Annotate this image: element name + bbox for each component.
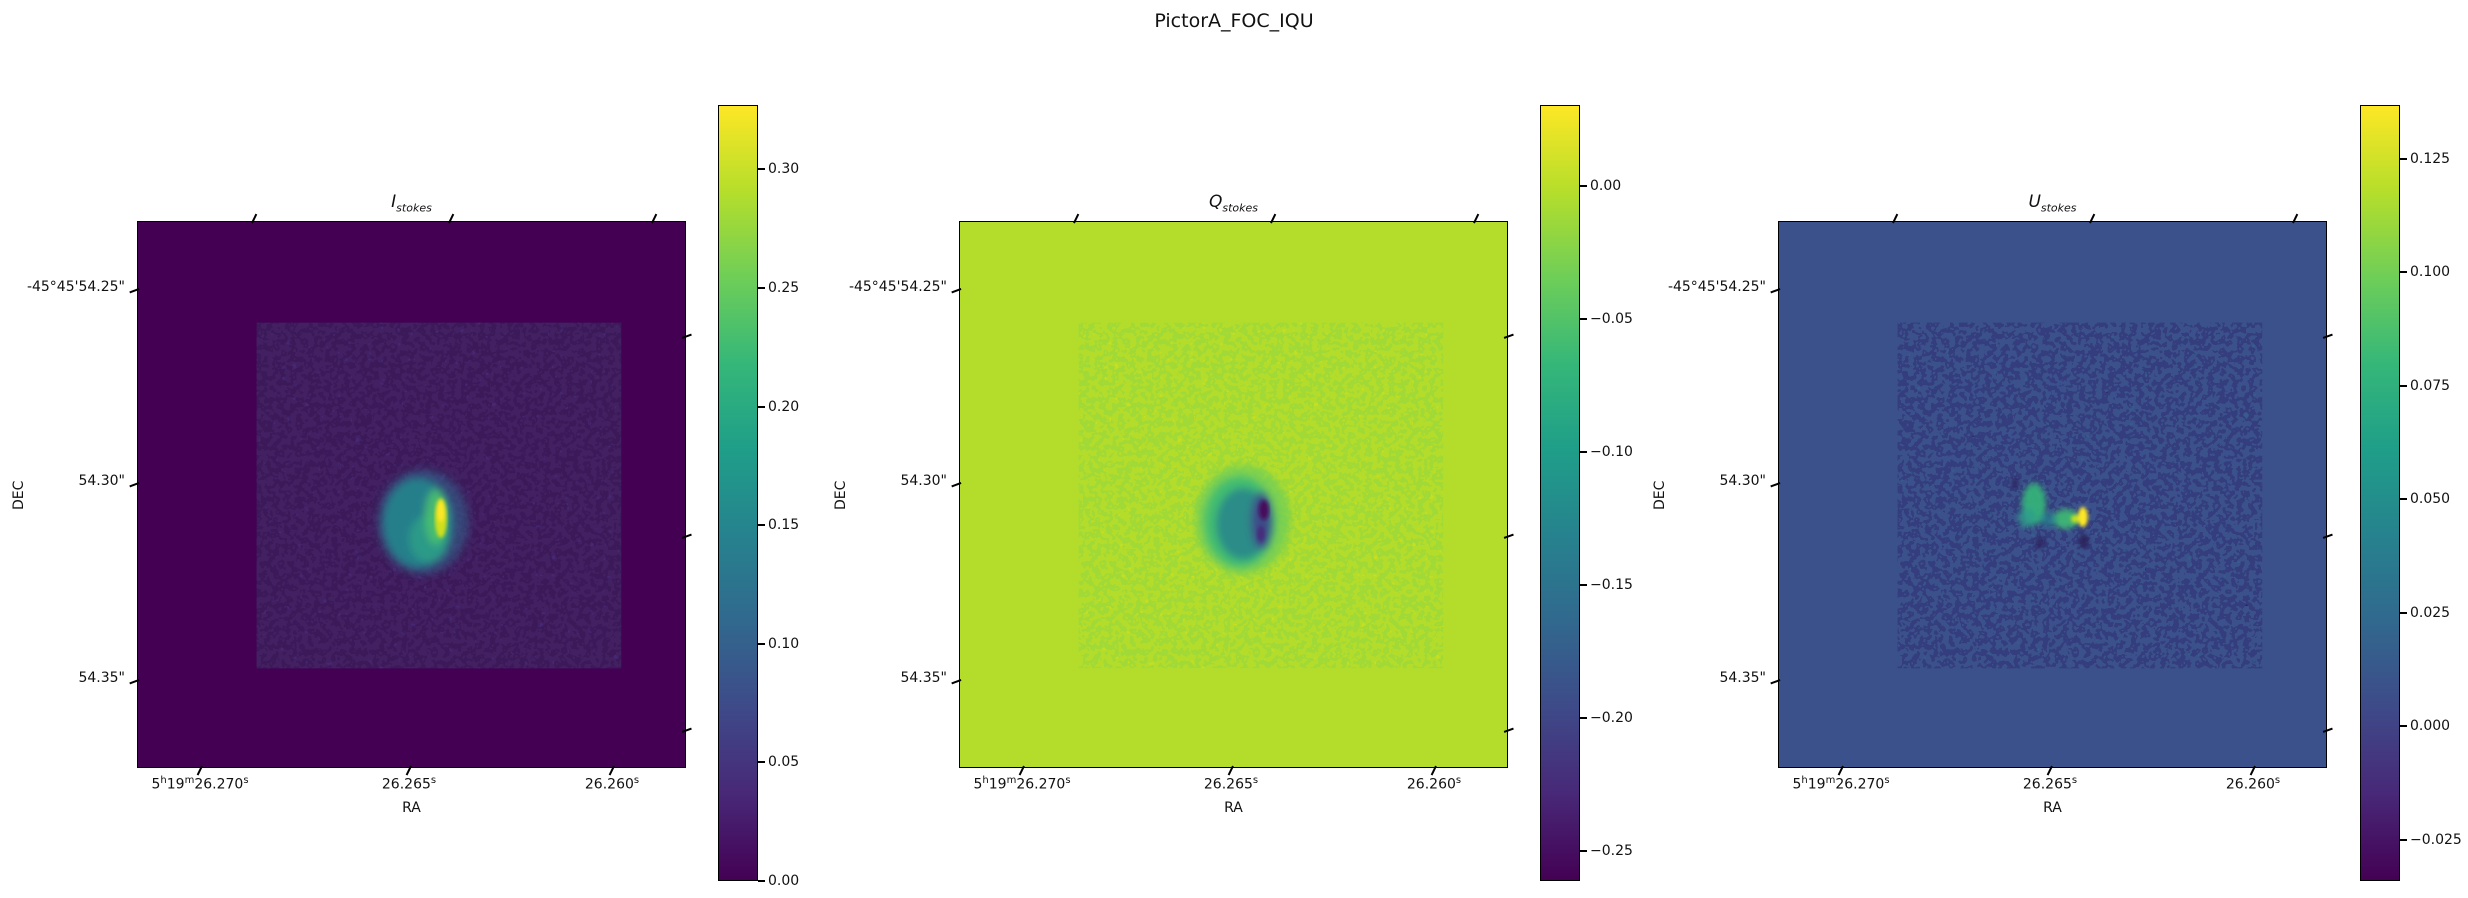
ra-tick-label: 26.260s <box>1406 775 1462 793</box>
i-stokes-heatmap <box>138 222 685 767</box>
axis-tick-mark <box>608 765 615 776</box>
colorbar-gradient <box>2360 105 2400 881</box>
dec-tick-label: -45°45'54.25" <box>26 279 125 295</box>
colorbar-tick-mark <box>2400 498 2407 500</box>
colorbar-gradient <box>1540 105 1580 881</box>
colorbar-tick-label: 0.10 <box>768 636 800 652</box>
colorbar-u-stokes: 0.125 0.100 0.075 0.050 0.025 0.000 −0.025 <box>2360 0 2468 898</box>
figure-title: PictorA_FOC_IQU <box>1154 10 1314 32</box>
colorbar-tick-mark <box>758 406 765 408</box>
i-stokes-image <box>129 213 692 776</box>
colorbar-tick-mark <box>2400 839 2407 841</box>
subplot-title-i: Istokes <box>137 192 686 214</box>
ra-tick-label: 5h19m26.270s <box>973 775 1071 793</box>
q-stokes-heatmap <box>960 222 1507 767</box>
subplot-u-stokes: Ustokes DEC -45°45'54.25" 54.30" 54.35" <box>1652 0 2333 898</box>
colorbar-tick-mark <box>2400 612 2407 614</box>
u-stokes-image <box>1770 213 2333 776</box>
colorbar-tick-mark <box>1580 584 1587 586</box>
colorbar-tick-label: 0.075 <box>2410 378 2451 394</box>
dec-axis-label: DEC <box>11 480 27 510</box>
colorbar-tick-mark <box>2400 725 2407 727</box>
ra-axis-label: RA <box>1224 800 1243 816</box>
colorbar-tick-label: −0.05 <box>1590 311 1633 327</box>
colorbar-tick-label: 0.00 <box>1590 178 1622 194</box>
subplot-i-stokes: Istokes DEC -45°45'54.25" 54.30" 54.35" <box>11 0 692 898</box>
colorbar-tick-label: 0.050 <box>2410 491 2451 507</box>
colorbar-tick-label: 0.125 <box>2410 151 2451 167</box>
colorbar-tick-mark <box>758 761 765 763</box>
subplot-title-q: Qstokes <box>959 192 1508 214</box>
colorbar-gradient <box>718 105 758 881</box>
colorbar-tick-mark <box>2400 385 2407 387</box>
colorbar-tick-mark <box>1580 717 1587 719</box>
axis-tick-mark <box>1837 765 1844 776</box>
dec-tick-label: -45°45'54.25" <box>1667 279 1766 295</box>
colorbar-tick-mark <box>758 168 765 170</box>
axis-tick-mark <box>1018 765 1025 776</box>
ra-tick-label: 26.265s <box>2022 775 2078 793</box>
dec-tick-label: 54.35" <box>1719 670 1766 686</box>
colorbar-i-stokes: 0.30 0.25 0.20 0.15 0.10 0.05 0.00 <box>718 0 838 898</box>
dec-tick-label: -45°45'54.25" <box>848 279 947 295</box>
colorbar-tick-mark <box>1580 451 1587 453</box>
subplot-q-stokes: Qstokes DEC -45°45'54.25" 54.30" 54.35" <box>833 0 1514 898</box>
colorbar-tick-label: 0.25 <box>768 280 800 296</box>
colorbar-tick-label: 0.05 <box>768 754 800 770</box>
colorbar-q-stokes: 0.00 −0.05 −0.10 −0.15 −0.20 −0.25 <box>1540 0 1660 898</box>
axis-tick-mark <box>196 765 203 776</box>
axis-tick-mark <box>1227 765 1234 776</box>
dec-tick-label: 54.30" <box>78 473 125 489</box>
subplot-title-i-sub: stokes <box>396 201 432 215</box>
q-stokes-image <box>951 213 1514 776</box>
subplot-title-q-sub: stokes <box>1222 201 1259 215</box>
axis-tick-mark <box>1430 765 1437 776</box>
colorbar-tick-mark <box>1580 850 1587 852</box>
colorbar-tick-label: 0.025 <box>2410 605 2451 621</box>
colorbar-tick-label: −0.10 <box>1590 444 1633 460</box>
colorbar-tick-mark <box>758 524 765 526</box>
ra-tick-label: 26.265s <box>1203 775 1259 793</box>
colorbar-tick-label: 0.20 <box>768 399 800 415</box>
colorbar-tick-label: 0.100 <box>2410 264 2451 280</box>
axis-tick-mark <box>405 765 412 776</box>
ra-tick-label: 26.260s <box>584 775 640 793</box>
colorbar-tick-label: 0.00 <box>768 873 800 889</box>
dec-tick-label: 54.30" <box>900 473 947 489</box>
subplot-title-u-main: U <box>2028 192 2041 212</box>
axis-tick-mark <box>2249 765 2256 776</box>
axis-tick-mark <box>2046 765 2053 776</box>
colorbar-tick-mark <box>758 287 765 289</box>
subplot-title-i-main: I <box>391 192 397 212</box>
subplot-title-u: Ustokes <box>1778 192 2327 214</box>
colorbar-tick-label: 0.15 <box>768 517 800 533</box>
colorbar-tick-mark <box>758 880 765 882</box>
dec-tick-label: 54.30" <box>1719 473 1766 489</box>
u-stokes-heatmap <box>1779 222 2326 767</box>
ra-axis-label: RA <box>2043 800 2062 816</box>
ra-tick-label: 5h19m26.270s <box>151 775 249 793</box>
colorbar-tick-mark <box>1580 318 1587 320</box>
ra-tick-label: 26.265s <box>381 775 437 793</box>
colorbar-tick-label: −0.25 <box>1590 843 1633 859</box>
colorbar-tick-mark <box>2400 271 2407 273</box>
ra-tick-label: 5h19m26.270s <box>1792 775 1890 793</box>
subplot-title-u-sub: stokes <box>2040 201 2077 215</box>
ra-axis-label: RA <box>402 800 421 816</box>
dec-tick-label: 54.35" <box>900 670 947 686</box>
colorbar-tick-label: −0.025 <box>2410 832 2462 848</box>
colorbar-tick-label: 0.30 <box>768 161 800 177</box>
colorbar-tick-mark <box>2400 158 2407 160</box>
colorbar-tick-mark <box>758 643 765 645</box>
dec-tick-label: 54.35" <box>78 670 125 686</box>
ra-tick-label: 26.260s <box>2225 775 2281 793</box>
colorbar-tick-mark <box>1580 185 1587 187</box>
colorbar-tick-label: −0.15 <box>1590 577 1633 593</box>
subplot-title-q-main: Q <box>1208 192 1223 212</box>
colorbar-tick-label: −0.20 <box>1590 710 1633 726</box>
colorbar-tick-label: 0.000 <box>2410 718 2451 734</box>
